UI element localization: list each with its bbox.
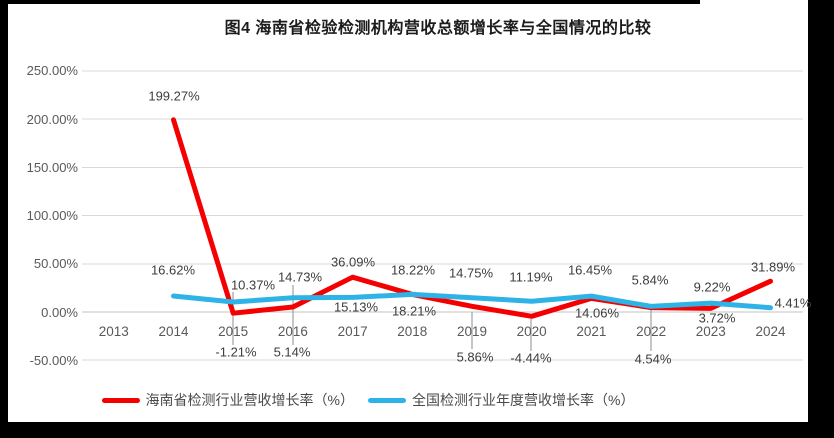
legend-label-hainan: 海南省检测行业营收增长率（%） (145, 392, 354, 408)
national-series-swatch-icon (368, 397, 406, 403)
chart-title: 图4 海南省检验检测机构营收总额增长率与全国情况的比较 (224, 20, 652, 37)
series-line-hainan (171, 117, 773, 319)
legend-item-national: 全国检测行业年度营收增长率（%） (368, 390, 634, 410)
hainan-series-swatch-icon (101, 397, 140, 403)
chart-page-background (8, 0, 808, 422)
legend-item-hainan: 海南省检测行业营收增长率（%） (101, 390, 354, 410)
chart-legend: 海南省检测行业营收增长率（%） 全国检测行业年度营收增长率（%） (8, 390, 808, 410)
legend-label-national: 全国检测行业年度营收增长率（%） (412, 392, 635, 408)
scan-border-top (0, 0, 700, 4)
series-line-national (171, 291, 773, 311)
